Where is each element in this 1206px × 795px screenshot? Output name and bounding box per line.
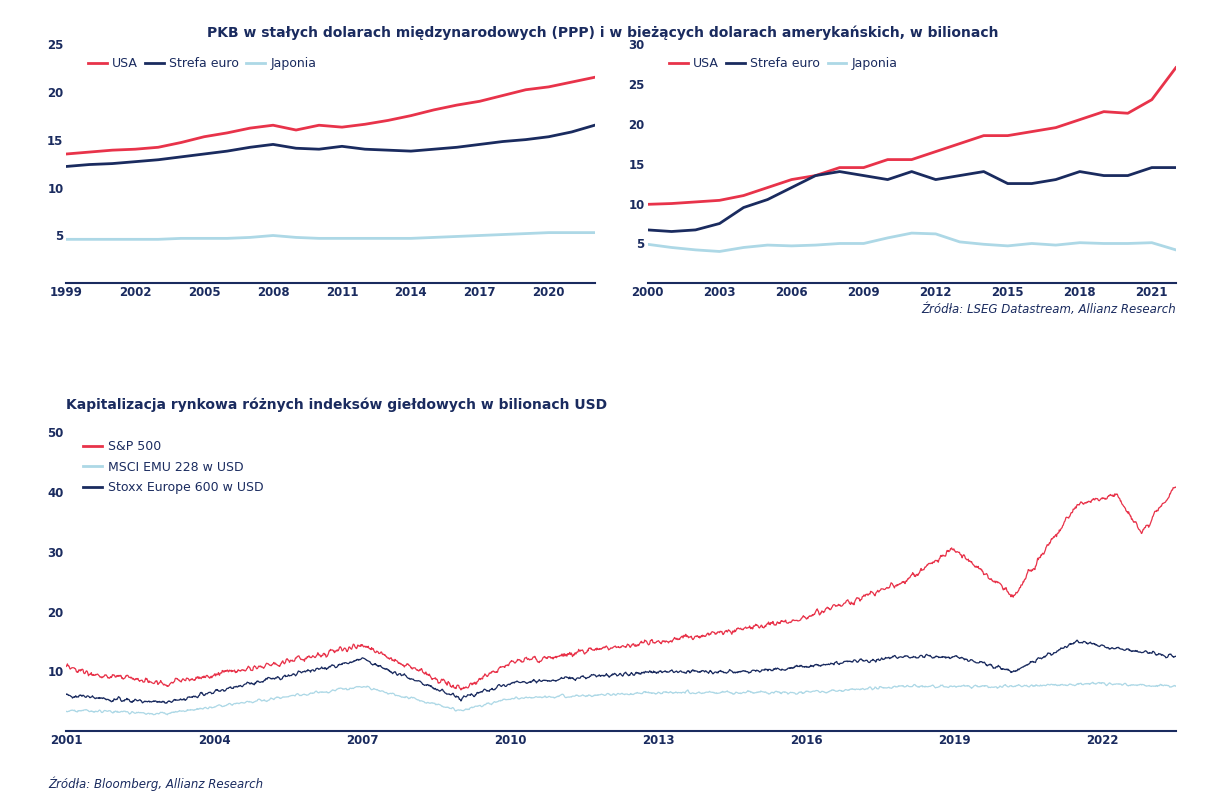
Legend: USA, Strefa euro, Japonia: USA, Strefa euro, Japonia xyxy=(83,52,321,76)
Legend: S&P 500, MSCI EMU 228 w USD, Stoxx Europe 600 w USD: S&P 500, MSCI EMU 228 w USD, Stoxx Europ… xyxy=(78,435,269,499)
Text: Źródła: LSEG Datastream, Allianz Research: Źródła: LSEG Datastream, Allianz Researc… xyxy=(921,304,1176,316)
Text: Źródła: Bloomberg, Allianz Research: Źródła: Bloomberg, Allianz Research xyxy=(48,777,263,791)
Text: PKB w stałych dolarach międzynarodowych (PPP) i w bieżących dolarach amerykański: PKB w stałych dolarach międzynarodowych … xyxy=(207,25,999,40)
Text: Kapitalizacja rynkowa różnych indeksów giełdowych w bilionach USD: Kapitalizacja rynkowa różnych indeksów g… xyxy=(66,398,608,412)
Legend: USA, Strefa euro, Japonia: USA, Strefa euro, Japonia xyxy=(665,52,902,76)
